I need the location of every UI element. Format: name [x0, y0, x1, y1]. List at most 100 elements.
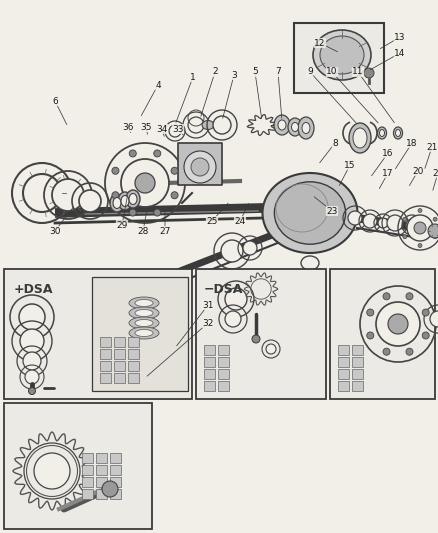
Circle shape — [387, 314, 407, 334]
Bar — [329, 269, 434, 399]
Bar — [293, 23, 383, 93]
Circle shape — [135, 173, 155, 193]
Ellipse shape — [377, 127, 385, 139]
Ellipse shape — [129, 297, 159, 309]
Circle shape — [23, 352, 41, 370]
Ellipse shape — [262, 173, 357, 253]
Bar — [114, 337, 125, 347]
Bar — [204, 381, 215, 391]
Ellipse shape — [135, 310, 153, 317]
Bar — [337, 369, 349, 379]
Circle shape — [406, 215, 432, 241]
Circle shape — [427, 224, 438, 238]
Bar — [110, 465, 121, 475]
Text: 8: 8 — [332, 139, 337, 148]
Bar — [128, 373, 139, 383]
Bar — [204, 369, 215, 379]
Text: 13: 13 — [393, 33, 405, 42]
Bar — [110, 453, 121, 463]
Bar — [96, 465, 107, 475]
Text: 20: 20 — [411, 166, 423, 175]
Ellipse shape — [277, 120, 285, 130]
Text: +DSA: +DSA — [14, 283, 53, 296]
Text: 22: 22 — [431, 168, 438, 177]
Text: 29: 29 — [116, 221, 127, 230]
Bar — [114, 373, 125, 383]
Circle shape — [212, 116, 230, 134]
Circle shape — [402, 217, 406, 221]
Bar — [100, 337, 111, 347]
Text: 27: 27 — [159, 227, 170, 236]
Circle shape — [413, 222, 425, 234]
Ellipse shape — [126, 190, 140, 208]
Text: 14: 14 — [393, 49, 405, 58]
Circle shape — [377, 218, 387, 228]
Ellipse shape — [110, 194, 124, 212]
Circle shape — [191, 158, 208, 176]
Ellipse shape — [319, 36, 363, 74]
Bar — [128, 349, 139, 359]
Bar — [114, 361, 125, 371]
Circle shape — [265, 344, 276, 354]
Bar — [82, 489, 93, 499]
Circle shape — [366, 309, 373, 316]
Text: 10: 10 — [325, 68, 337, 77]
Bar — [218, 381, 229, 391]
Ellipse shape — [121, 196, 129, 206]
Ellipse shape — [348, 123, 370, 153]
Circle shape — [102, 481, 118, 497]
Circle shape — [243, 241, 256, 255]
Circle shape — [417, 244, 421, 247]
Bar — [204, 357, 215, 367]
Bar — [337, 357, 349, 367]
Text: 25: 25 — [206, 216, 217, 225]
Circle shape — [171, 192, 178, 199]
Bar — [351, 369, 363, 379]
Text: 31: 31 — [202, 301, 213, 310]
Text: 34: 34 — [156, 125, 167, 133]
Text: 6: 6 — [52, 96, 58, 106]
Circle shape — [432, 235, 436, 239]
Circle shape — [402, 235, 406, 239]
Bar — [218, 369, 229, 379]
Ellipse shape — [274, 182, 345, 244]
Bar — [82, 453, 93, 463]
Text: 2: 2 — [212, 68, 217, 77]
Circle shape — [225, 311, 240, 327]
Bar — [114, 349, 125, 359]
Ellipse shape — [135, 300, 153, 306]
Text: 9: 9 — [307, 68, 312, 77]
Ellipse shape — [135, 329, 153, 336]
Ellipse shape — [378, 130, 384, 136]
Text: 3: 3 — [230, 70, 237, 79]
Bar — [100, 349, 111, 359]
Circle shape — [184, 151, 215, 183]
Circle shape — [25, 370, 39, 384]
Bar — [128, 337, 139, 347]
Bar — [96, 453, 107, 463]
Circle shape — [225, 288, 247, 310]
Text: 18: 18 — [405, 139, 417, 148]
Text: 17: 17 — [381, 168, 393, 177]
Ellipse shape — [395, 130, 399, 136]
Ellipse shape — [273, 115, 290, 135]
Circle shape — [153, 209, 160, 216]
Ellipse shape — [129, 327, 159, 339]
Text: 1: 1 — [190, 72, 195, 82]
Circle shape — [382, 348, 389, 355]
Bar — [4, 403, 152, 529]
Circle shape — [20, 329, 44, 353]
Text: 32: 32 — [202, 319, 213, 327]
Ellipse shape — [118, 192, 132, 210]
Circle shape — [432, 217, 436, 221]
Circle shape — [429, 311, 438, 327]
Ellipse shape — [135, 319, 153, 327]
Circle shape — [375, 302, 419, 346]
Circle shape — [405, 219, 417, 231]
Circle shape — [251, 335, 259, 343]
Bar — [110, 477, 121, 487]
Circle shape — [421, 332, 428, 339]
Circle shape — [19, 304, 45, 330]
Bar — [218, 357, 229, 367]
Bar — [218, 345, 229, 355]
